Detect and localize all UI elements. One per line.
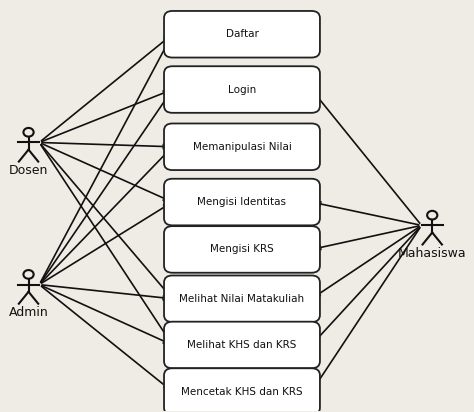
Text: Melihat KHS dan KRS: Melihat KHS dan KRS (187, 340, 297, 350)
Text: Admin: Admin (9, 306, 48, 319)
Text: Login: Login (228, 84, 256, 94)
FancyBboxPatch shape (164, 276, 320, 322)
FancyBboxPatch shape (164, 226, 320, 273)
FancyBboxPatch shape (164, 322, 320, 368)
FancyBboxPatch shape (164, 66, 320, 113)
Text: Dosen: Dosen (9, 164, 48, 177)
FancyBboxPatch shape (164, 11, 320, 58)
Text: Melihat Nilai Matakuliah: Melihat Nilai Matakuliah (180, 294, 304, 304)
Text: Daftar: Daftar (226, 29, 258, 39)
Text: Memanipulasi Nilai: Memanipulasi Nilai (192, 142, 292, 152)
Text: Mengisi Identitas: Mengisi Identitas (198, 197, 286, 207)
Text: Mahasiswa: Mahasiswa (398, 247, 466, 260)
FancyBboxPatch shape (164, 179, 320, 225)
Text: Mengisi KRS: Mengisi KRS (210, 244, 274, 255)
FancyBboxPatch shape (164, 368, 320, 412)
FancyBboxPatch shape (164, 124, 320, 170)
Text: Mencetak KHS dan KRS: Mencetak KHS dan KRS (181, 386, 303, 397)
